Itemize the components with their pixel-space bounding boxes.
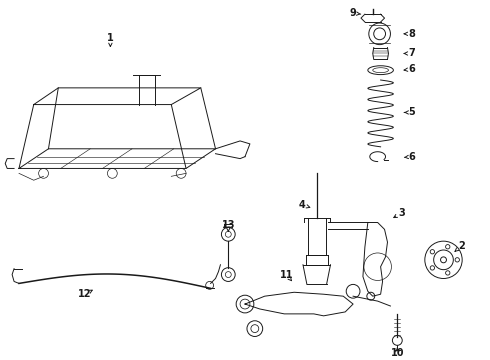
Text: 6: 6 [409, 64, 416, 74]
Text: 9: 9 [350, 8, 356, 18]
Text: 5: 5 [409, 107, 416, 117]
Text: 4: 4 [298, 200, 305, 210]
Text: 13: 13 [221, 220, 235, 230]
Text: 6: 6 [409, 152, 416, 162]
Text: 10: 10 [391, 348, 404, 358]
Text: 2: 2 [458, 241, 465, 251]
Text: 1: 1 [107, 33, 114, 43]
Text: 12: 12 [78, 289, 92, 299]
Text: 8: 8 [409, 29, 416, 39]
Text: 11: 11 [279, 270, 293, 280]
Text: 7: 7 [409, 49, 416, 58]
Text: 3: 3 [399, 208, 406, 218]
